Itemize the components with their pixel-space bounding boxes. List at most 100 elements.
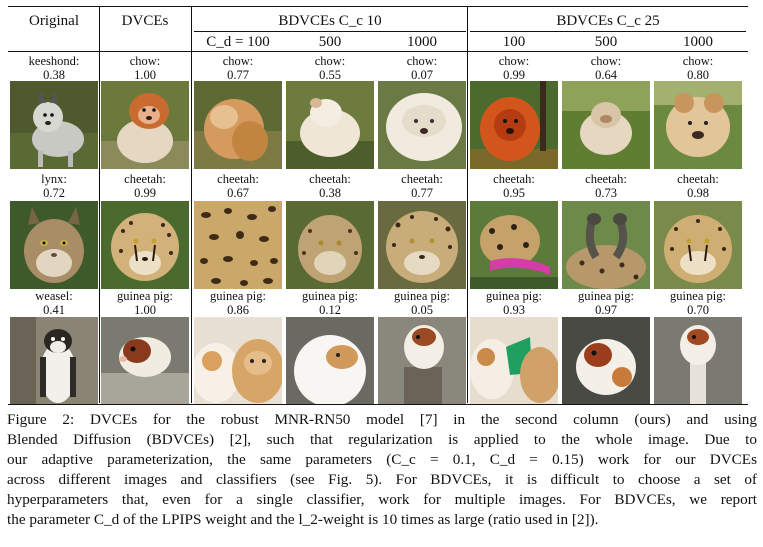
grid-cell: chow: 0.07: [378, 54, 466, 82]
guinea-pig-image: [101, 317, 189, 405]
class-score: 0.80: [687, 68, 709, 82]
class-score: 0.77: [411, 186, 433, 200]
distorted-spotted-animal-image: [470, 201, 558, 289]
header-cd-500-b: 500: [594, 34, 618, 50]
class-score: 0.07: [411, 68, 433, 82]
header-group-cc25: BDVCEs C_c 25: [556, 13, 660, 29]
class-label: chow:: [682, 54, 714, 68]
class-score: 0.72: [43, 186, 65, 200]
class-score: 0.77: [227, 68, 249, 82]
class-score: 0.99: [503, 68, 525, 82]
caption-line: Blended Diffusion (BDVCEs) [2], such tha…: [7, 431, 757, 448]
class-label: cheetah:: [309, 172, 351, 186]
class-score: 0.55: [319, 68, 341, 82]
class-score: 0.73: [595, 186, 617, 200]
fluffy-dog-on-grass-image: [562, 81, 650, 169]
column-separator-1: [99, 6, 100, 403]
table-bottom-rule: [8, 404, 748, 405]
caption-line: Figure 2: DVCEs for the robust MNR-RN50 …: [7, 411, 757, 428]
white-fluffy-dog-image: [286, 81, 374, 169]
class-label: cheetah:: [217, 172, 259, 186]
guinea-pig-green-patch-image: [470, 317, 558, 405]
group-cc10-underline: [194, 31, 466, 32]
grid-cell: cheetah: 0.67: [194, 172, 282, 200]
class-score: 0.05: [411, 303, 433, 317]
grid-cell: guinea pig: 0.93: [470, 289, 558, 317]
class-label: cheetah:: [493, 172, 535, 186]
class-label: chow:: [222, 54, 254, 68]
cheetah-lynx-face-image: [378, 201, 466, 289]
grid-cell: cheetah: 0.77: [378, 172, 466, 200]
grid-cell: guinea pig: 0.05: [378, 289, 466, 317]
class-label: chow:: [406, 54, 438, 68]
header-cd-100-b: 100: [502, 34, 526, 50]
grid-cell: chow: 0.64: [562, 54, 650, 82]
spotted-fur-texture-image: [194, 201, 282, 289]
class-score: 0.98: [687, 186, 709, 200]
chow-dog-blurred-image: [194, 81, 282, 169]
white-guinea-pig-image: [286, 317, 374, 405]
spotted-cat-image: [286, 201, 374, 289]
group-cc25-underline: [470, 31, 746, 32]
weasel-on-tree-image: [10, 317, 98, 405]
table-top-rule: [8, 6, 748, 7]
class-label: cheetah:: [677, 172, 719, 186]
class-score: 0.67: [227, 186, 249, 200]
header-original: Original: [29, 13, 79, 29]
class-score: 0.97: [595, 303, 617, 317]
keeshond-dog-image: [10, 81, 98, 169]
grid-cell: guinea pig: 0.97: [562, 289, 650, 317]
grid-cell: guinea pig: 0.86: [194, 289, 282, 317]
class-score: 0.41: [43, 303, 65, 317]
grid-cell: chow: 0.80: [654, 54, 742, 82]
grid-cell: chow: 1.00: [101, 54, 189, 82]
header-bottom-rule: [8, 51, 748, 52]
class-label: lynx:: [41, 172, 67, 186]
class-label: weasel:: [35, 289, 73, 303]
grid-cell: keeshond: 0.38: [10, 54, 98, 82]
header-cd-1000-b: 1000: [683, 34, 713, 50]
class-label: chow:: [590, 54, 622, 68]
class-label: guinea pig:: [578, 289, 634, 303]
class-label: chow:: [129, 54, 161, 68]
class-score: 1.00: [134, 68, 156, 82]
class-score: 0.95: [503, 186, 525, 200]
caption-line: hyperparameters that, even for a single …: [7, 491, 757, 508]
class-score: 0.64: [595, 68, 617, 82]
class-score: 1.00: [134, 303, 156, 317]
class-label: cheetah:: [585, 172, 627, 186]
guinea-pig-on-trunk-image: [378, 317, 466, 405]
spotted-birds-image: [562, 201, 650, 289]
grid-cell: chow: 0.55: [286, 54, 374, 82]
grid-cell: guinea pig: 1.00: [101, 289, 189, 317]
class-label: chow:: [498, 54, 530, 68]
class-score: 0.70: [687, 303, 709, 317]
lynx-image: [10, 201, 98, 289]
column-separator-3: [467, 6, 468, 403]
orange-lion-like-dog-image: [470, 81, 558, 169]
cheetah-lynx-hybrid-image: [654, 201, 742, 289]
class-label: chow:: [314, 54, 346, 68]
class-label: guinea pig:: [210, 289, 266, 303]
grid-cell: weasel: 0.41: [10, 289, 98, 317]
class-label: guinea pig:: [302, 289, 358, 303]
class-label: guinea pig:: [117, 289, 173, 303]
white-fluffy-dog-closeup-image: [378, 81, 466, 169]
class-label: keeshond:: [28, 54, 80, 68]
class-score: 0.38: [43, 68, 65, 82]
caption-line: the parameter C_d of the LPIPS weight an…: [7, 511, 599, 528]
grid-cell: chow: 0.77: [194, 54, 282, 82]
class-score: 0.12: [319, 303, 341, 317]
grid-cell: lynx: 0.72: [10, 172, 98, 200]
class-label: guinea pig:: [670, 289, 726, 303]
grid-cell: cheetah: 0.99: [101, 172, 189, 200]
class-score: 0.38: [319, 186, 341, 200]
header-cd-100-a: C_d = 100: [206, 34, 270, 50]
grid-cell: cheetah: 0.98: [654, 172, 742, 200]
class-score: 0.99: [134, 186, 156, 200]
chow-dog-image: [101, 81, 189, 169]
header-group-cc10: BDVCEs C_c 10: [278, 13, 382, 29]
header-cd-500-a: 500: [318, 34, 342, 50]
column-separator-2: [191, 6, 192, 403]
